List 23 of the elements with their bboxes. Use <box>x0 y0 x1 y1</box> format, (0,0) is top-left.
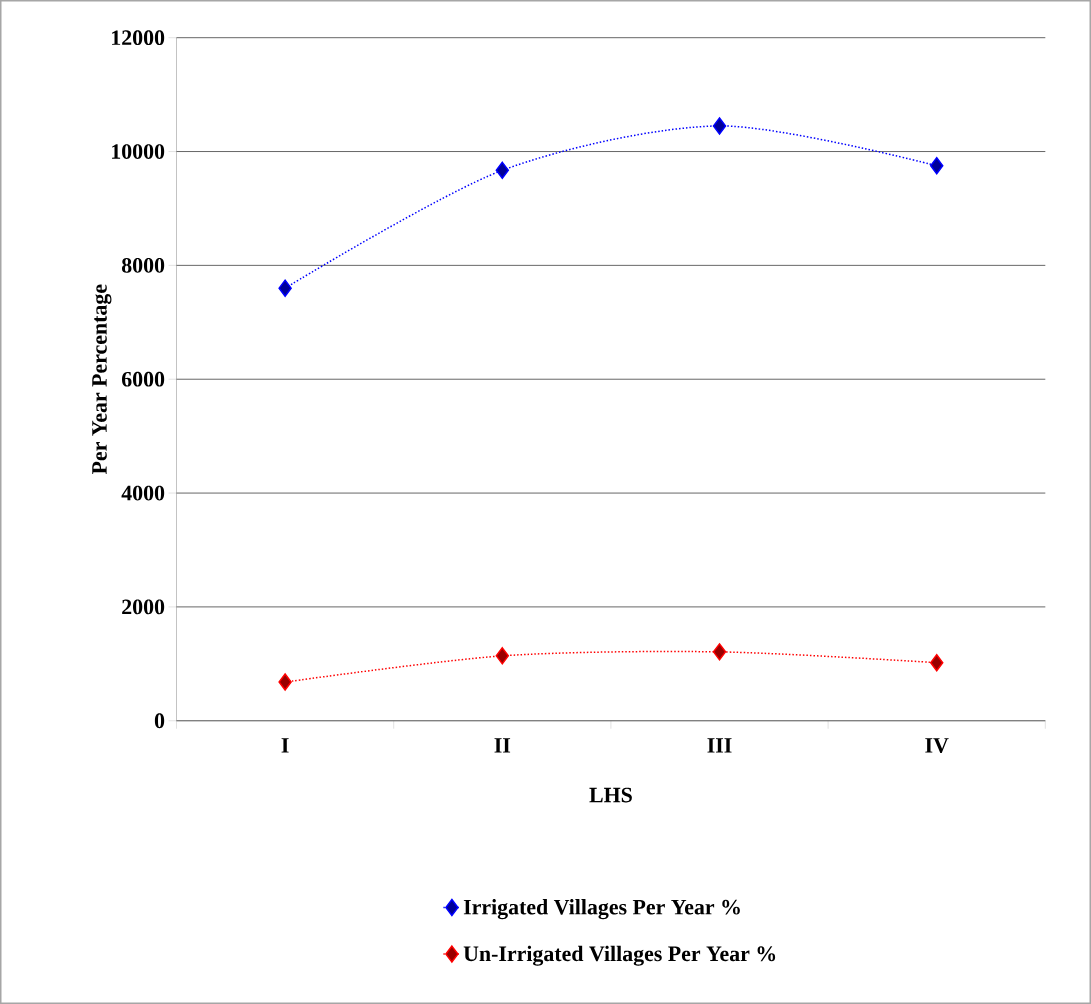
x-axis-title: LHS <box>589 787 632 803</box>
y-tick-label: 0 <box>154 713 165 729</box>
point <box>495 647 510 665</box>
point <box>712 117 727 135</box>
x-tick-label: I <box>281 738 289 753</box>
y-axis-title: Per Year Percentage <box>92 284 112 474</box>
point <box>278 673 292 691</box>
point <box>712 643 727 661</box>
x-tick-label: III <box>707 738 732 753</box>
y-tick-label: 2000 <box>122 599 165 615</box>
point <box>495 161 510 180</box>
point <box>278 279 292 297</box>
x-tick-label: IV <box>925 738 949 753</box>
y-tick-label: 12000 <box>112 30 165 46</box>
point <box>929 156 944 175</box>
legend-label: Un-Irrigated Villages Per Year % <box>463 945 776 966</box>
x-tick-label: II <box>494 738 511 753</box>
y-tick-label: 8000 <box>121 257 165 273</box>
legend-label: Irrigated Villages Per Year % <box>463 899 740 920</box>
y-tick-label: 4000 <box>121 485 165 501</box>
point <box>929 653 944 672</box>
y-tick-label: 10000 <box>112 144 165 159</box>
y-tick-label: 6000 <box>121 371 165 387</box>
